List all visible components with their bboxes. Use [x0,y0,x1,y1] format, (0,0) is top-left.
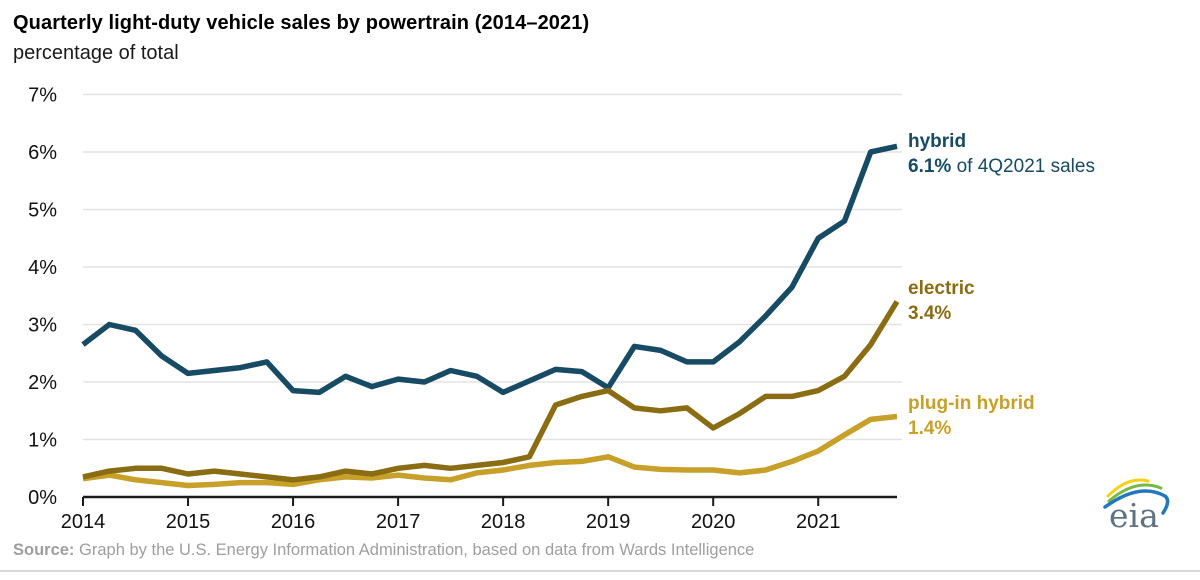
source-label: Source: [13,541,75,559]
eia-logo-text: eia [1109,496,1159,535]
svg-text:2019: 2019 [586,511,631,533]
series-lines [81,143,900,489]
svg-text:5%: 5% [28,200,57,222]
svg-text:2014: 2014 [61,511,106,533]
svg-text:7%: 7% [28,85,57,107]
svg-text:6%: 6% [28,142,57,164]
y-axis-labels: 0% 1% 2% 3% 4% 5% 6% 7% [28,85,57,510]
source-note: Source: Graph by the U.S. Energy Informa… [13,541,1013,560]
plugin-hybrid-series-name: plug-in hybrid [908,393,1035,414]
svg-text:2016: 2016 [271,511,316,533]
hybrid-series-name: hybrid [908,131,967,152]
bottom-divider [0,570,1200,572]
chart-subtitle: percentage of total [13,42,179,64]
electric-series-value: 3.4% [908,303,952,324]
eia-logo: eia [1098,472,1174,536]
hybrid-series-value: 6.1% of 4Q2021 sales [908,156,1095,177]
eia-logo-blue-swoosh [1103,489,1170,515]
plugin-hybrid-series-value: 1.4% [908,418,952,439]
svg-text:3%: 3% [28,315,57,337]
plugin-hybrid-series-label: plug-in hybrid 1.4% [908,391,1035,441]
gridlines [83,93,902,441]
svg-text:4%: 4% [28,257,57,279]
svg-text:2%: 2% [28,372,57,394]
chart-title: Quarterly light-duty vehicle sales by po… [13,12,590,34]
eia-logo-graphic: eia [1103,478,1170,535]
eia-logo-yellow-swoosh [1106,478,1150,498]
electric-series-name: electric [908,278,975,299]
x-axis: 2014 2015 2016 2017 2018 2019 2020 2021 [61,495,897,533]
svg-text:2021: 2021 [796,511,841,533]
svg-text:2020: 2020 [691,511,736,533]
svg-text:0%: 0% [28,487,57,509]
electric-series-label: electric 3.4% [908,276,975,326]
svg-text:2018: 2018 [481,511,526,533]
eia-logo-green-swoosh [1107,483,1163,503]
hybrid-series-label: hybrid 6.1% of 4Q2021 sales [908,129,1095,179]
svg-text:2015: 2015 [166,511,211,533]
svg-text:1%: 1% [28,430,57,452]
source-text: Graph by the U.S. Energy Information Adm… [79,541,755,559]
svg-text:2017: 2017 [376,511,421,533]
